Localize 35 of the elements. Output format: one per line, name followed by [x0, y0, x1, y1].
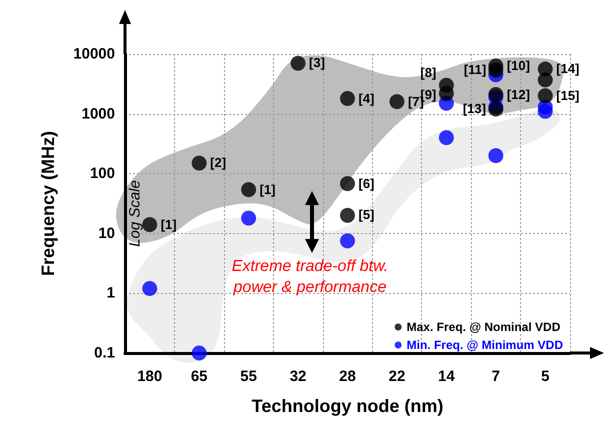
annotation: Log Scale [126, 179, 144, 248]
y-tick-label: 10 [98, 224, 115, 242]
y-tick-label: 10000 [73, 46, 115, 62]
annotation: [5] [358, 207, 374, 222]
y-tick-label: 0.1 [94, 344, 115, 362]
x-tick-label: 14 [438, 368, 456, 385]
x-tick-label: 32 [290, 368, 306, 385]
legend-label: Max. Freq. @ Nominal VDD [406, 320, 561, 334]
annotation: [11] [464, 62, 486, 77]
annotation: [12] [506, 86, 530, 102]
annotation: [1] [260, 182, 276, 197]
annotation: [4] [358, 90, 374, 106]
annotation: [3] [309, 55, 325, 70]
annotation: [8] [420, 65, 436, 80]
annotation: [10] [506, 58, 530, 73]
annotation: [6] [358, 176, 374, 191]
x-tick-label: 22 [388, 368, 406, 385]
annotation: [2] [210, 155, 226, 170]
annotation: Extreme trade-off btw. power & performance [230, 257, 390, 298]
x-tick-label: 180 [137, 368, 162, 385]
y-axis-title: Frequency (MHz) [38, 130, 58, 276]
legend-label: Min. Freq. @ Minimum VDD [406, 338, 564, 352]
x-tick-label: 7 [492, 368, 500, 385]
y-tick-label: 100 [90, 165, 115, 182]
annotation: [14] [556, 61, 580, 76]
x-tick-label: 55 [240, 368, 257, 385]
annotation: [15] [556, 88, 580, 103]
x-tick-label: 28 [339, 368, 356, 385]
annotation: [13] [462, 101, 486, 116]
x-axis-title: Technology node (nm) [252, 396, 444, 416]
y-tick-label: 1 [106, 284, 115, 302]
annotation: [1] [160, 216, 177, 232]
x-tick-label: 65 [190, 368, 208, 385]
x-tick-label: 5 [541, 368, 550, 385]
y-tick-label: 1000 [82, 105, 115, 122]
